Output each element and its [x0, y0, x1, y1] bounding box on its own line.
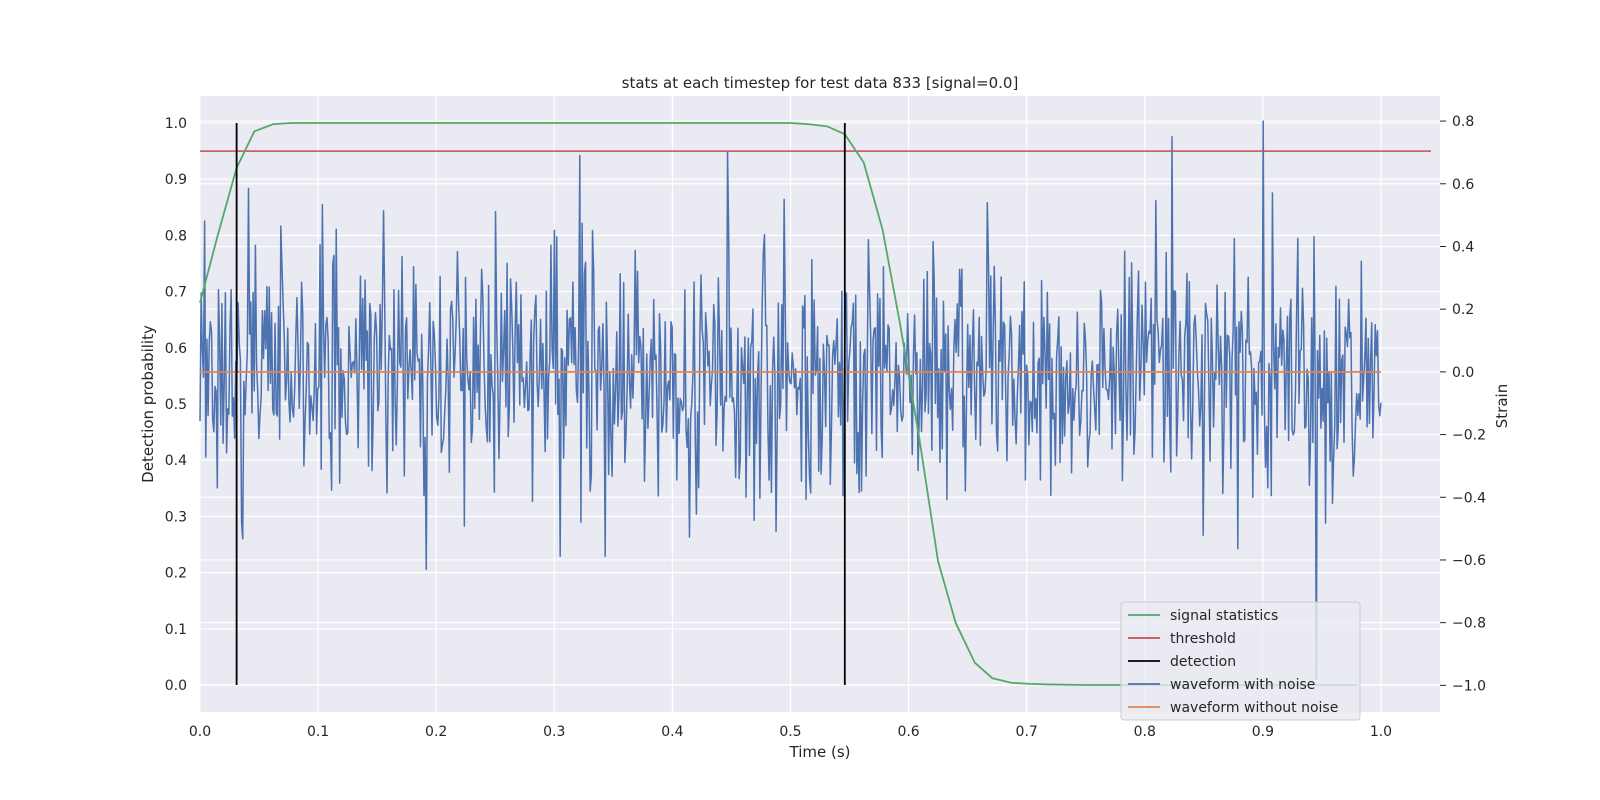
y-tick-label: 1.0 — [165, 116, 187, 132]
y-axis-right: −1.0 −0.8 −0.6 −0.4 −0.2 0.0 0.2 0.4 0.6 0.8 — [1440, 114, 1486, 694]
y-tick-label: 0.1 — [165, 622, 187, 638]
y-tick-label: 0.8 — [165, 228, 187, 244]
x-tick-label: 1.0 — [1370, 724, 1392, 740]
y2-axis-label: Strain — [1493, 384, 1511, 428]
y2-tick-label: −0.2 — [1452, 428, 1486, 444]
y2-tick-label: −0.8 — [1452, 616, 1486, 632]
y2-tick-label: −0.4 — [1452, 490, 1486, 506]
y-tick-label: 0.5 — [165, 397, 187, 413]
y2-tick-label: −1.0 — [1452, 678, 1486, 694]
y2-tick-label: 0.4 — [1452, 239, 1474, 255]
y2-tick-label: −0.6 — [1452, 553, 1486, 569]
y-tick-label: 0.2 — [165, 566, 187, 582]
legend-label-detection: detection — [1170, 654, 1236, 670]
legend-label-signal-statistics: signal statistics — [1170, 608, 1278, 624]
x-tick-label: 0.9 — [1252, 724, 1274, 740]
legend-label-waveform-with-noise: waveform with noise — [1170, 677, 1315, 693]
series-waveform-with-noise — [199, 120, 1382, 680]
x-tick-label: 0.8 — [1134, 724, 1156, 740]
y-tick-label: 0.3 — [165, 509, 187, 525]
y-tick-label: 0.4 — [165, 453, 187, 469]
x-tick-label: 0.1 — [307, 724, 329, 740]
y-tick-label: 0.6 — [165, 341, 187, 357]
x-axis-label: Time (s) — [789, 743, 851, 761]
y-tick-label: 0.9 — [165, 172, 187, 188]
legend-label-threshold: threshold — [1170, 631, 1236, 647]
x-tick-label: 0.0 — [189, 724, 211, 740]
y2-tick-label: 0.8 — [1452, 114, 1474, 130]
legend-box — [1120, 601, 1361, 721]
y2-tick-label: 0.6 — [1452, 177, 1474, 193]
chart-title: stats at each timestep for test data 833… — [622, 74, 1019, 92]
y2-tick-label: 0.2 — [1452, 302, 1474, 318]
x-axis: 0.0 0.1 0.2 0.3 0.4 0.5 0.6 0.7 0.8 0.9 1.0 — [189, 724, 1392, 740]
legend-label-waveform-without-noise: waveform without noise — [1170, 700, 1338, 716]
x-tick-label: 0.3 — [543, 724, 565, 740]
y-axis-label: Detection probability — [139, 325, 157, 483]
series-layer — [199, 120, 1431, 686]
y-axis-left: 0.0 0.1 0.2 0.3 0.4 0.5 0.6 0.7 0.8 0.9 1.0 — [165, 116, 187, 694]
legend: signal statistics threshold detection wa… — [1120, 601, 1361, 721]
x-tick-label: 0.6 — [897, 724, 919, 740]
x-tick-label: 0.5 — [779, 724, 801, 740]
y2-tick-label: 0.0 — [1452, 365, 1474, 381]
x-tick-label: 0.4 — [661, 724, 683, 740]
y-tick-label: 0.0 — [165, 678, 187, 694]
series-signal-statistics — [199, 122, 1358, 686]
y-tick-label: 0.7 — [165, 285, 187, 301]
x-tick-label: 0.7 — [1016, 724, 1038, 740]
x-tick-label: 0.2 — [425, 724, 447, 740]
